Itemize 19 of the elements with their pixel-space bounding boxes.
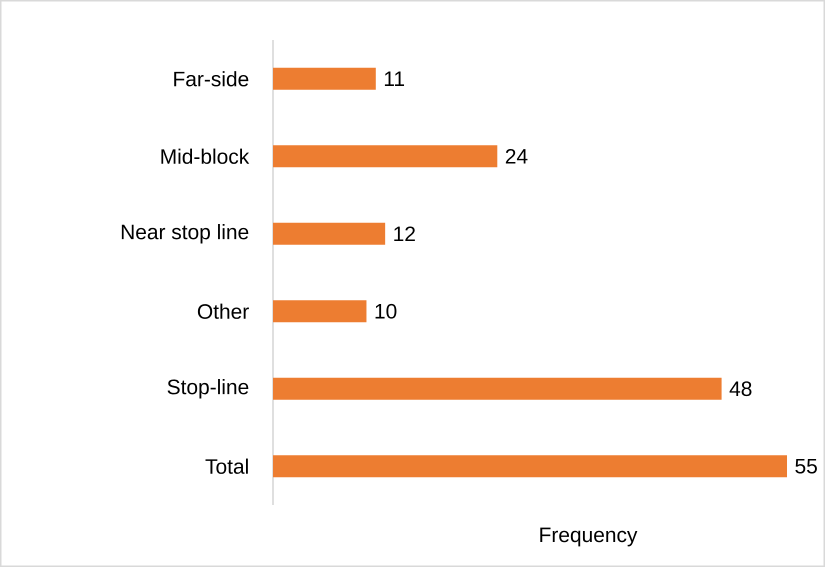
bar xyxy=(273,300,366,322)
y-tick-label: Total xyxy=(206,458,248,474)
bar xyxy=(273,145,498,168)
y-tick-label: Other xyxy=(198,304,249,319)
y-tick-label: Stop-line xyxy=(168,378,248,398)
bar xyxy=(273,378,722,400)
bar xyxy=(273,68,376,90)
y-tick-label: Far-side xyxy=(174,71,248,86)
data-label: 10 xyxy=(376,304,396,319)
bar xyxy=(273,222,386,245)
data-label: 11 xyxy=(384,72,404,86)
data-label: 24 xyxy=(506,148,528,164)
data-label: 48 xyxy=(730,381,752,396)
data-label: 55 xyxy=(795,458,817,474)
data-label: 12 xyxy=(394,226,415,242)
bar xyxy=(273,455,788,478)
y-tick-label: Near stop line xyxy=(122,224,248,244)
x-axis-title: Frequency xyxy=(540,528,638,546)
y-tick-label: Mid-block xyxy=(161,148,250,164)
